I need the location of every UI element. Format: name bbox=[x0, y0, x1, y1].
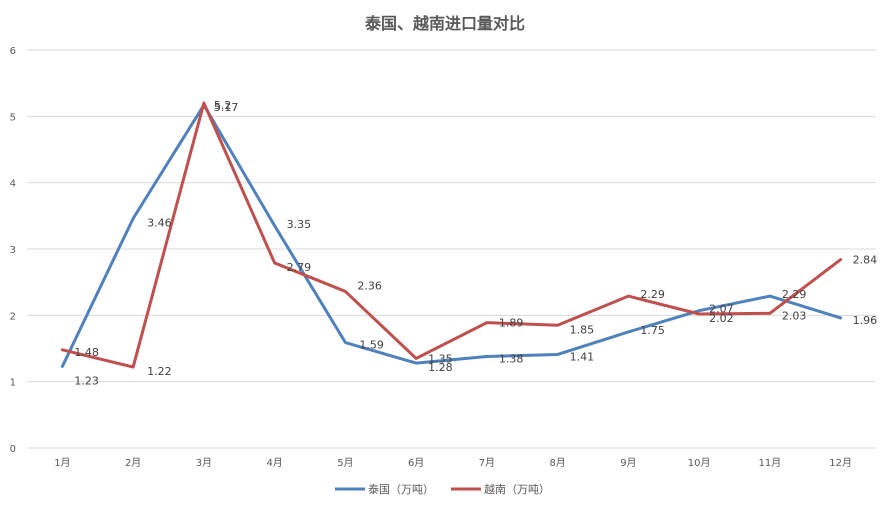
x-tick-label: 2月 bbox=[125, 457, 141, 469]
data-label: 2.29 bbox=[782, 288, 807, 301]
series-line bbox=[60, 103, 843, 368]
series-layer bbox=[60, 101, 843, 369]
y-tick-label: 0 bbox=[10, 444, 16, 455]
data-label: 1.75 bbox=[640, 324, 665, 337]
data-label: 1.41 bbox=[570, 350, 595, 363]
axis-layer: 0 1 2 3 4 5 6 1月 2月 3月 4月 5月 6月 7月 8月 9月 10月 11月 12月 bbox=[10, 46, 852, 469]
data-label: 5.2 bbox=[214, 99, 232, 112]
legend-label: 泰国（万吨） bbox=[368, 482, 434, 496]
data-label: 2.29 bbox=[640, 288, 665, 301]
y-tick-label: 3 bbox=[10, 245, 16, 256]
data-label: 1.23 bbox=[74, 374, 99, 387]
x-tick-label: 11月 bbox=[759, 457, 782, 469]
data-label: 1.85 bbox=[570, 323, 595, 336]
x-tick-label: 4月 bbox=[266, 457, 282, 469]
x-tick-label: 10月 bbox=[688, 457, 711, 469]
data-label: 5.17 bbox=[214, 101, 239, 114]
legend-label: 越南（万吨） bbox=[484, 482, 550, 496]
chart-title: 泰国、越南进口量对比 bbox=[364, 14, 525, 33]
legend: 泰国（万吨） 越南（万吨） bbox=[335, 482, 550, 496]
data-label: 2.03 bbox=[782, 309, 807, 322]
y-tick-label: 1 bbox=[10, 378, 16, 389]
y-tick-label: 6 bbox=[10, 46, 16, 57]
data-label: 1.89 bbox=[499, 317, 524, 330]
data-label: 1.38 bbox=[499, 352, 524, 365]
data-label: 2.36 bbox=[357, 279, 382, 292]
y-tick-label: 5 bbox=[10, 112, 16, 123]
x-tick-label: 12月 bbox=[829, 457, 852, 469]
data-label: 1.28 bbox=[428, 361, 453, 374]
grid-layer bbox=[27, 49, 876, 449]
data-label: 2.07 bbox=[709, 303, 734, 316]
data-label: 1.35 bbox=[428, 352, 453, 365]
x-tick-label: 3月 bbox=[196, 457, 212, 469]
x-tick-label: 7月 bbox=[479, 457, 495, 469]
x-tick-label: 9月 bbox=[620, 457, 636, 469]
data-label: 3.35 bbox=[287, 218, 312, 231]
data-label: 1.59 bbox=[359, 339, 384, 352]
x-tick-label: 1月 bbox=[54, 457, 70, 469]
data-label: 2.84 bbox=[853, 254, 878, 267]
data-label: 1.96 bbox=[853, 314, 878, 327]
y-tick-label: 4 bbox=[10, 179, 16, 190]
x-tick-label: 5月 bbox=[337, 457, 353, 469]
data-label: 1.48 bbox=[74, 346, 99, 359]
series-line bbox=[60, 101, 843, 369]
x-tick-label: 8月 bbox=[549, 457, 565, 469]
data-label-layer: 1.23 3.46 5.17 3.35 1.59 1.28 1.38 1.41 1.75 2.07… bbox=[74, 99, 877, 387]
y-tick-label: 2 bbox=[10, 311, 16, 322]
data-label: 1.22 bbox=[147, 365, 172, 378]
data-label: 2.02 bbox=[709, 312, 734, 325]
data-label: 2.79 bbox=[287, 261, 312, 274]
x-tick-label: 6月 bbox=[408, 457, 424, 469]
data-label: 3.46 bbox=[147, 216, 172, 229]
